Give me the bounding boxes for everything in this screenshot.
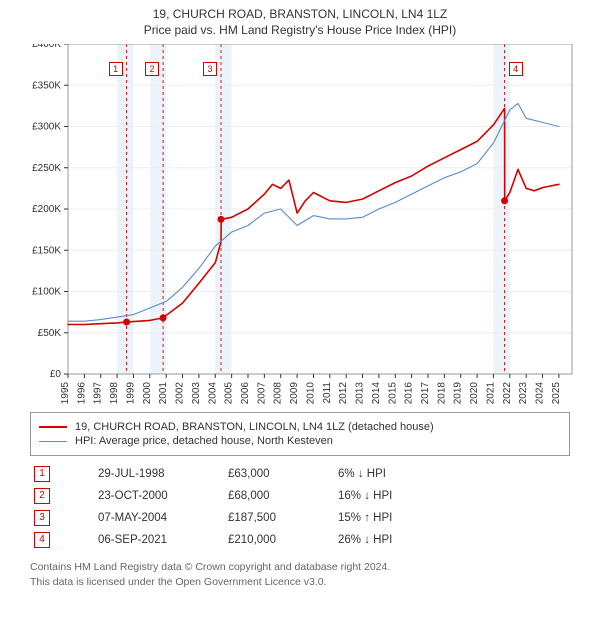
svg-text:2022: 2022 xyxy=(502,382,513,404)
event-marker-3: 3 xyxy=(34,510,50,526)
svg-text:2002: 2002 xyxy=(175,382,186,404)
event-date: 06-SEP-2021 xyxy=(98,534,228,546)
svg-text:2019: 2019 xyxy=(453,382,464,404)
title-line-1: 19, CHURCH ROAD, BRANSTON, LINCOLN, LN4 … xyxy=(0,6,600,22)
legend-label-2: HPI: Average price, detached house, Nort… xyxy=(75,435,333,447)
svg-text:2014: 2014 xyxy=(371,382,382,404)
sale-marker-3: 3 xyxy=(203,62,217,76)
svg-text:2010: 2010 xyxy=(305,382,316,404)
svg-text:2023: 2023 xyxy=(518,382,529,404)
event-delta: 15% ↑ HPI xyxy=(338,512,458,524)
price-chart: £0 £50K £100K £150K £200K £250K £300K £350K £400… xyxy=(20,44,580,404)
event-delta: 6% ↓ HPI xyxy=(338,468,458,480)
event-delta: 16% ↓ HPI xyxy=(338,490,458,502)
svg-text:1997: 1997 xyxy=(93,382,104,404)
sale-marker-1: 1 xyxy=(109,62,123,76)
event-delta: 26% ↓ HPI xyxy=(338,534,458,546)
event-row: 2 23-OCT-2000 £68,000 16% ↓ HPI xyxy=(30,488,570,504)
event-marker-2: 2 xyxy=(34,488,50,504)
svg-text:£350K: £350K xyxy=(32,81,61,92)
svg-text:£0: £0 xyxy=(50,369,62,380)
event-price: £68,000 xyxy=(228,490,338,502)
event-price: £210,000 xyxy=(228,534,338,546)
event-row: 3 07-MAY-2004 £187,500 15% ↑ HPI xyxy=(30,510,570,526)
svg-text:2025: 2025 xyxy=(551,382,562,404)
chart-svg: £0 £50K £100K £150K £200K £250K £300K £350K £400… xyxy=(20,44,580,404)
sale-marker-4: 4 xyxy=(509,62,523,76)
legend-row-series1: 19, CHURCH ROAD, BRANSTON, LINCOLN, LN4 … xyxy=(39,421,561,433)
svg-text:2006: 2006 xyxy=(240,382,251,404)
svg-text:2000: 2000 xyxy=(142,382,153,404)
svg-text:2011: 2011 xyxy=(322,382,333,404)
sale-events-table: 1 29-JUL-1998 £63,000 6% ↓ HPI 2 23-OCT-… xyxy=(30,466,570,548)
footnote: Contains HM Land Registry data © Crown c… xyxy=(30,560,570,588)
legend-row-series2: HPI: Average price, detached house, Nort… xyxy=(39,435,561,447)
svg-text:2024: 2024 xyxy=(535,382,546,404)
svg-text:2016: 2016 xyxy=(404,382,415,404)
event-row: 1 29-JUL-1998 £63,000 6% ↓ HPI xyxy=(30,466,570,482)
svg-text:2005: 2005 xyxy=(224,382,235,404)
event-marker-4: 4 xyxy=(34,532,50,548)
svg-text:2009: 2009 xyxy=(289,382,300,404)
legend-swatch-blue xyxy=(39,441,67,442)
event-price: £187,500 xyxy=(228,512,338,524)
svg-text:2008: 2008 xyxy=(273,382,284,404)
svg-text:£50K: £50K xyxy=(38,328,62,339)
legend-swatch-red xyxy=(39,426,67,428)
svg-text:£150K: £150K xyxy=(32,246,61,257)
svg-text:2001: 2001 xyxy=(158,382,169,404)
legend: 19, CHURCH ROAD, BRANSTON, LINCOLN, LN4 … xyxy=(30,412,570,456)
svg-text:2004: 2004 xyxy=(207,382,218,404)
chart-title-block: 19, CHURCH ROAD, BRANSTON, LINCOLN, LN4 … xyxy=(0,0,600,38)
event-date: 07-MAY-2004 xyxy=(98,512,228,524)
svg-text:2015: 2015 xyxy=(387,382,398,404)
svg-text:2003: 2003 xyxy=(191,382,202,404)
svg-text:1996: 1996 xyxy=(76,382,87,404)
svg-text:2020: 2020 xyxy=(469,382,480,404)
svg-text:2013: 2013 xyxy=(355,382,366,404)
footnote-line-1: Contains HM Land Registry data © Crown c… xyxy=(30,560,570,574)
svg-text:2007: 2007 xyxy=(256,382,267,404)
footnote-line-2: This data is licensed under the Open Gov… xyxy=(30,575,570,589)
svg-text:1999: 1999 xyxy=(125,382,136,404)
event-date: 29-JUL-1998 xyxy=(98,468,228,480)
svg-text:£300K: £300K xyxy=(32,122,61,133)
legend-label-1: 19, CHURCH ROAD, BRANSTON, LINCOLN, LN4 … xyxy=(75,421,434,433)
sale-marker-2: 2 xyxy=(145,62,159,76)
svg-text:£100K: £100K xyxy=(32,287,61,298)
event-date: 23-OCT-2000 xyxy=(98,490,228,502)
svg-text:2018: 2018 xyxy=(436,382,447,404)
svg-text:1998: 1998 xyxy=(109,382,120,404)
svg-text:£400K: £400K xyxy=(32,44,61,50)
svg-text:2017: 2017 xyxy=(420,382,431,404)
event-marker-1: 1 xyxy=(34,466,50,482)
title-line-2: Price paid vs. HM Land Registry's House … xyxy=(0,22,600,38)
event-price: £63,000 xyxy=(228,468,338,480)
event-row: 4 06-SEP-2021 £210,000 26% ↓ HPI xyxy=(30,532,570,548)
svg-text:£250K: £250K xyxy=(32,163,61,174)
svg-text:2012: 2012 xyxy=(338,382,349,404)
svg-text:£200K: £200K xyxy=(32,204,61,215)
svg-text:1995: 1995 xyxy=(60,382,71,404)
svg-text:2021: 2021 xyxy=(485,382,496,404)
